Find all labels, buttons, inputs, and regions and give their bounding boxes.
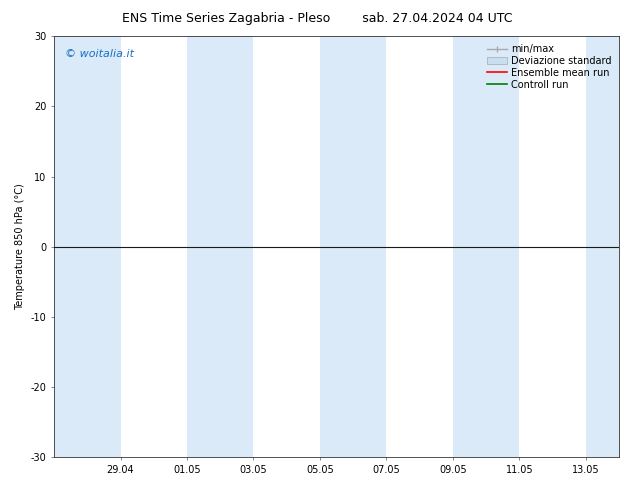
Bar	[453, 36, 519, 457]
Legend: min/max, Deviazione standard, Ensemble mean run, Controll run: min/max, Deviazione standard, Ensemble m…	[484, 41, 614, 93]
Text: © woitalia.it: © woitalia.it	[65, 49, 134, 59]
Bar	[54, 36, 120, 457]
Bar	[320, 36, 386, 457]
Bar	[187, 36, 254, 457]
Y-axis label: Temperature 850 hPa (°C): Temperature 850 hPa (°C)	[15, 183, 25, 310]
Text: ENS Time Series Zagabria - Pleso        sab. 27.04.2024 04 UTC: ENS Time Series Zagabria - Pleso sab. 27…	[122, 12, 512, 25]
Bar	[586, 36, 619, 457]
